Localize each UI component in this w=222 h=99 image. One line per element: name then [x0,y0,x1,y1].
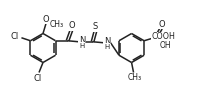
Text: H: H [104,44,110,50]
Text: N: N [104,37,110,46]
Text: O: O [68,21,75,30]
Text: H: H [79,43,85,49]
Text: OH: OH [159,41,171,50]
Text: S: S [93,22,98,31]
Text: O: O [43,15,49,24]
Text: CH₃: CH₃ [127,73,142,82]
Text: Cl: Cl [34,74,42,83]
Text: O: O [159,20,165,29]
Text: CH₃: CH₃ [50,20,64,29]
Text: COOH: COOH [151,32,175,41]
Text: Cl: Cl [10,32,19,41]
Text: N: N [79,36,85,45]
